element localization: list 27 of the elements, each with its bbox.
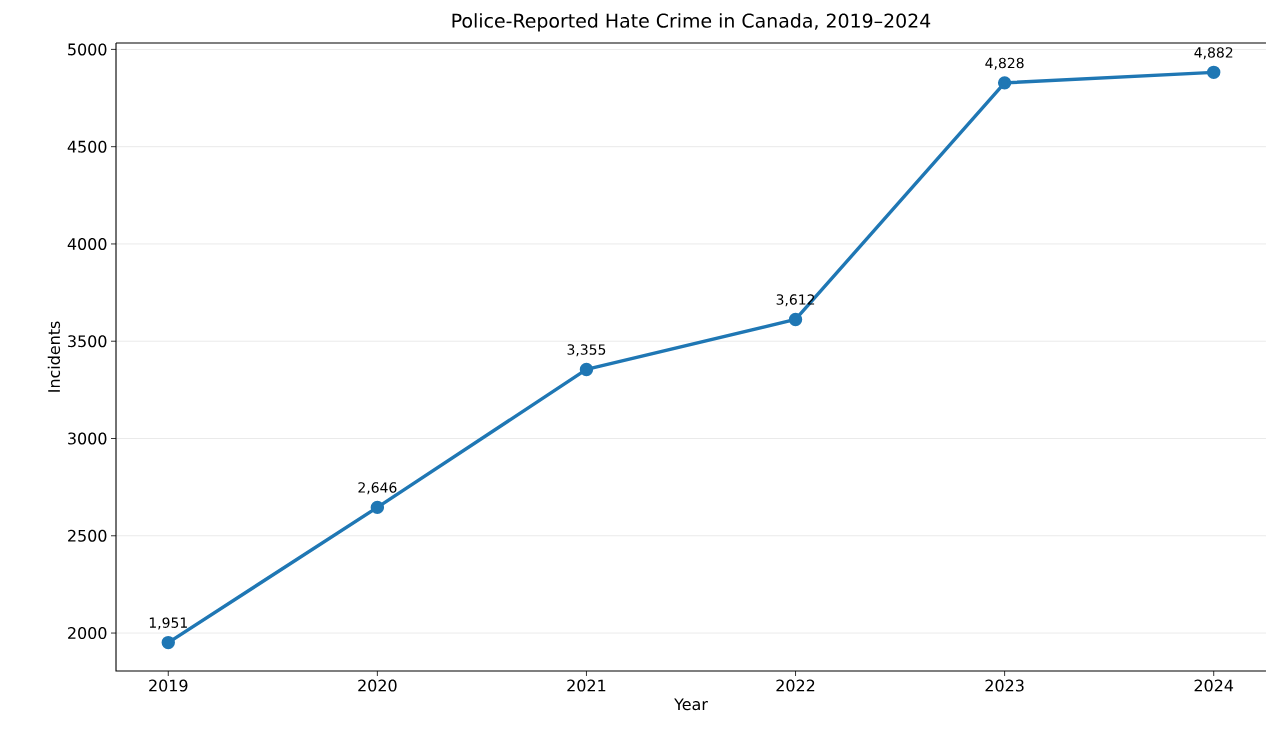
x-tick-label: 2023	[985, 679, 1024, 692]
x-tick-label: 2024	[1194, 679, 1234, 692]
x-tick-label: 2021	[567, 679, 606, 692]
y-tick-label: 3000	[68, 432, 107, 445]
y-tick-label: 4000	[67, 237, 107, 250]
x-tick-label: 2022	[776, 679, 815, 692]
x-tick-label: 2020	[358, 679, 397, 692]
data-label: 2,646	[358, 482, 397, 495]
point	[370, 500, 385, 515]
data-label: 3,355	[567, 344, 606, 357]
data-label: 4,882	[1194, 47, 1233, 60]
x-tick-label: 2019	[149, 679, 188, 692]
point	[997, 76, 1012, 90]
y-tick-label: 5000	[68, 43, 107, 56]
y-tick-label: 2500	[68, 529, 107, 542]
point	[788, 312, 803, 327]
data-label: 4,828	[985, 57, 1024, 70]
data-label: 1,951	[149, 617, 187, 630]
point	[579, 362, 594, 377]
y-axis-title: Incidents	[47, 321, 61, 392]
x-axis-title: Year	[674, 698, 708, 711]
point	[161, 635, 175, 650]
point	[1207, 65, 1221, 80]
y-tick-label: 3500	[68, 335, 107, 348]
y-tick-label: 2000	[68, 627, 107, 640]
y-tick-label: 4500	[67, 140, 107, 153]
chart-title: Police-Reported Hate Crime in Canada, 2019–2024	[452, 13, 931, 32]
